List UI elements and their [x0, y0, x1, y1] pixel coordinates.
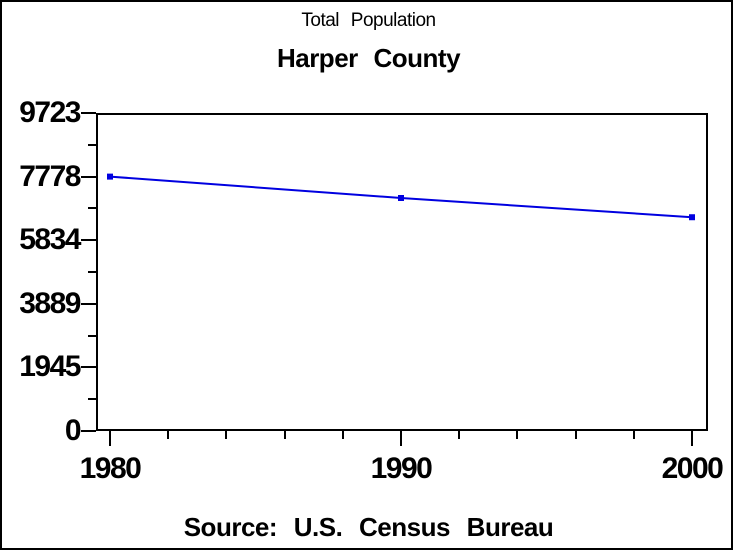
y-tick-mark: [81, 302, 96, 305]
y-tick-label: 9723: [19, 96, 81, 129]
plot-area: [96, 113, 708, 431]
y-tick-mark: [81, 366, 96, 369]
y-minor-tick-mark: [88, 207, 96, 210]
y-minor-tick-mark: [88, 271, 96, 273]
y-tick-mark: [81, 430, 96, 432]
y-minor-tick-mark: [88, 143, 96, 146]
x-tick-mark: [109, 431, 111, 446]
y-tick-label: 3889: [19, 286, 81, 320]
x-minor-tick-mark: [283, 431, 286, 439]
y-tick-mark: [81, 175, 96, 178]
x-tick-label: 1990: [370, 452, 433, 485]
x-tick-label: 1980: [79, 452, 142, 485]
y-tick-label: 5834: [19, 223, 81, 257]
y-tick-label: 7778: [19, 159, 81, 193]
source-note: Source: U.S. Census Bureau: [183, 512, 554, 542]
x-tick-mark: [691, 431, 693, 446]
chart-subtitle: Harper County: [276, 43, 461, 73]
x-minor-tick-mark: [341, 431, 344, 439]
x-tick-label: 2000: [661, 452, 724, 485]
x-tick-mark: [400, 431, 402, 446]
y-minor-tick-mark: [88, 334, 96, 337]
x-minor-tick-mark: [632, 431, 635, 439]
y-tick-label: 0: [64, 414, 82, 447]
x-minor-tick-mark: [458, 431, 461, 439]
x-minor-tick-mark: [167, 431, 170, 439]
y-tick-label: 1945: [19, 350, 81, 384]
x-minor-tick-mark: [225, 431, 228, 439]
chart-title: Total Population: [301, 10, 436, 31]
x-minor-tick-mark: [574, 431, 577, 439]
y-tick-mark: [81, 239, 96, 242]
y-tick-mark: [81, 112, 96, 114]
y-minor-tick-mark: [88, 398, 96, 401]
x-minor-tick-mark: [516, 431, 519, 439]
